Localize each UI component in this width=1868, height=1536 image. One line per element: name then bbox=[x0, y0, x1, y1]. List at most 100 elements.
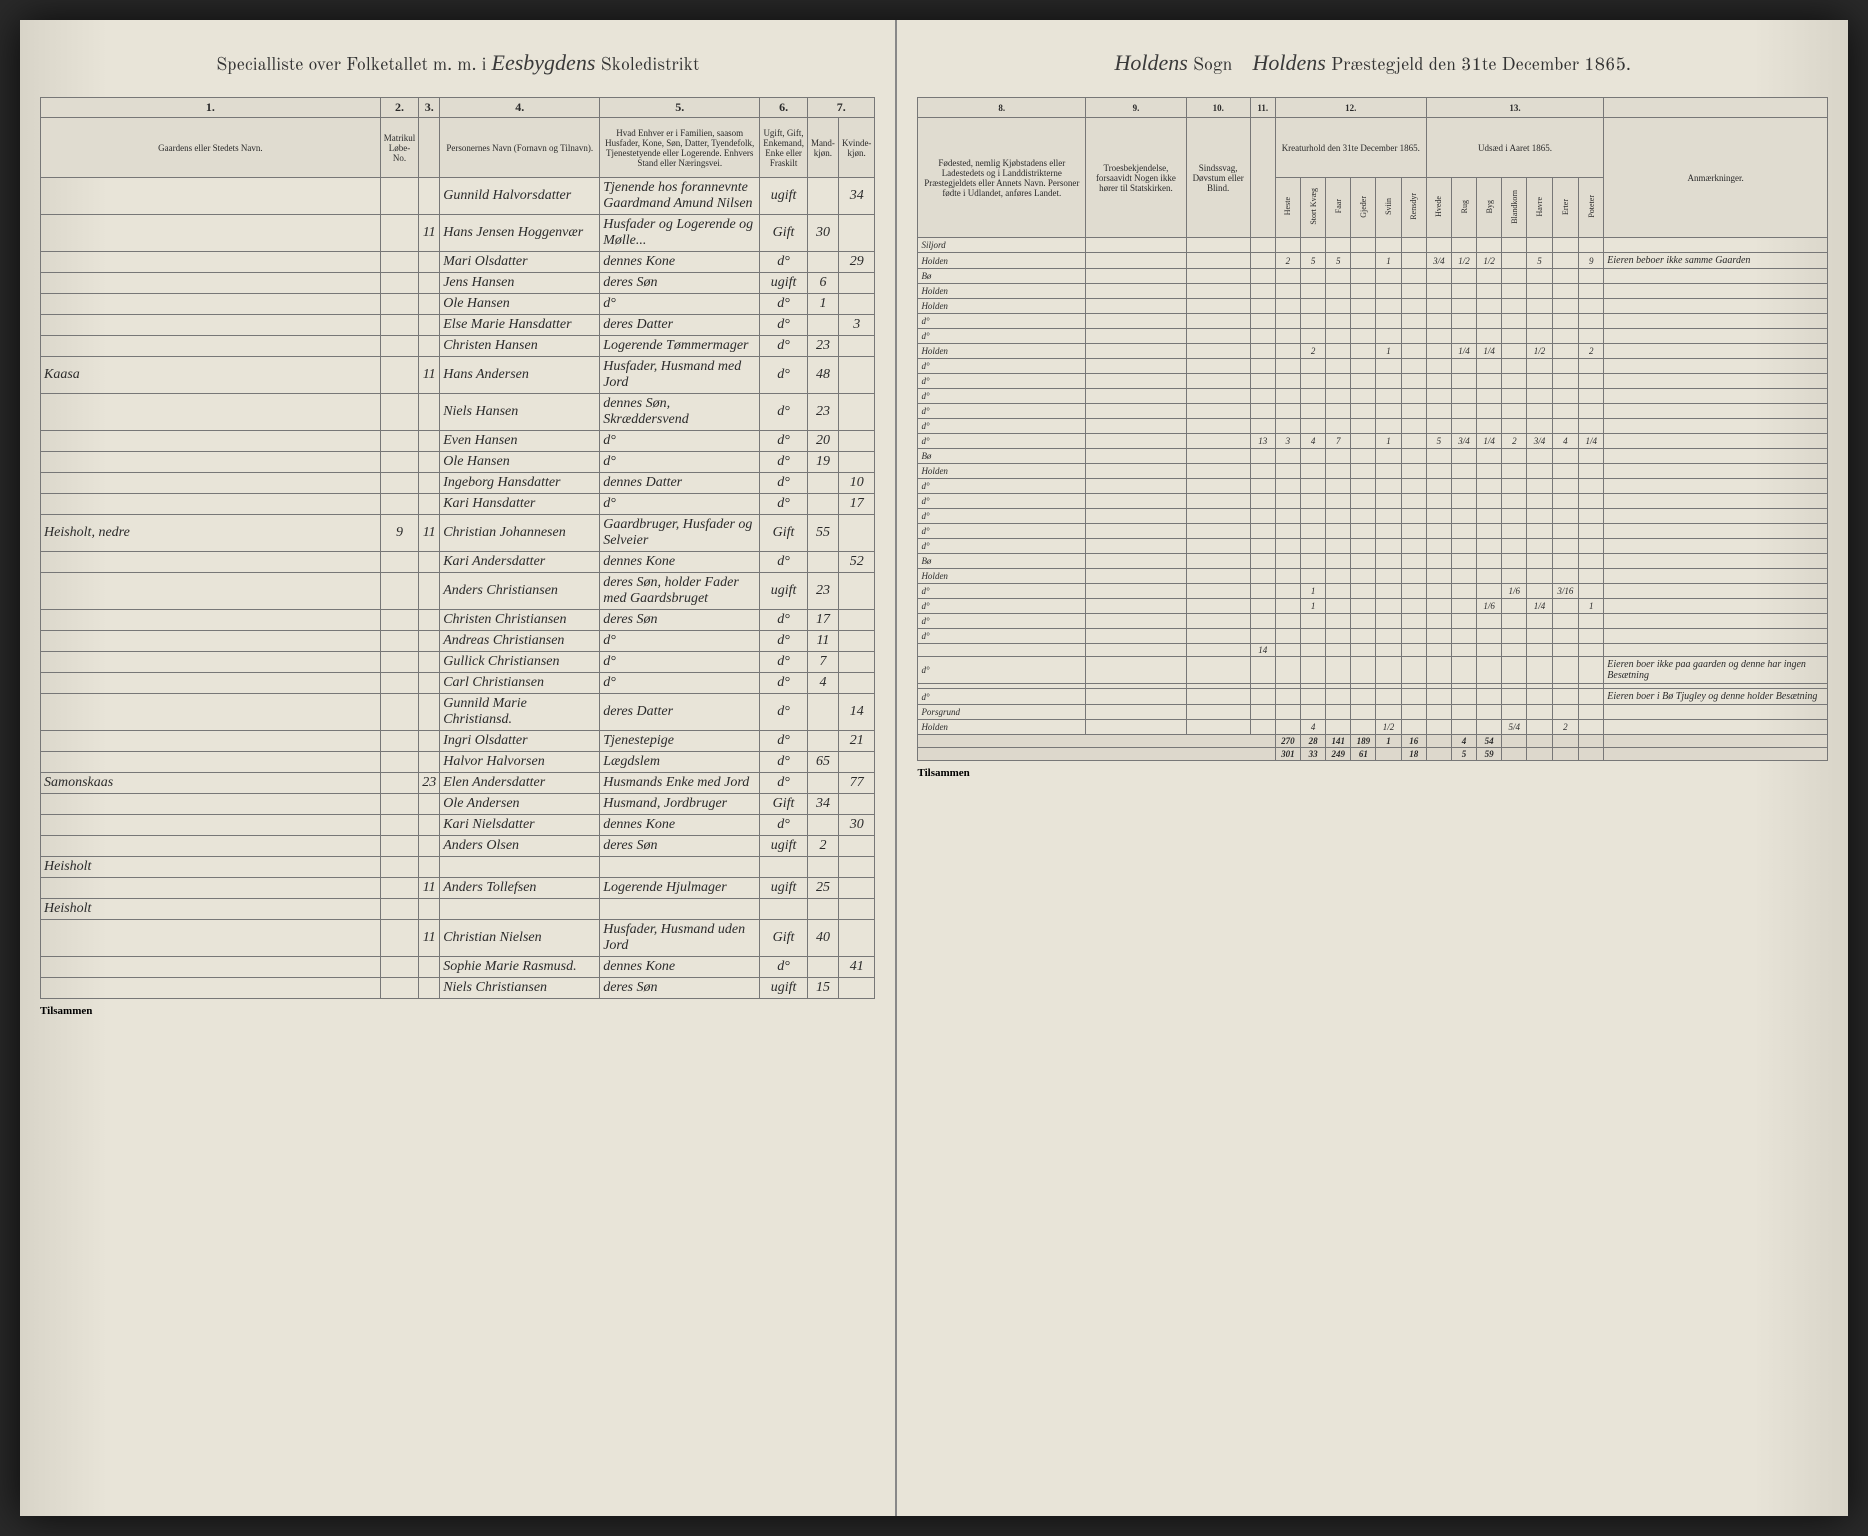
c13-cell bbox=[1451, 238, 1476, 253]
c13-cell bbox=[1502, 284, 1527, 299]
a-cell bbox=[419, 978, 440, 999]
name-cell: Christian Nielsen bbox=[440, 920, 600, 957]
age-m-cell: 34 bbox=[807, 794, 838, 815]
age-f-cell bbox=[838, 878, 875, 899]
table-row: Gunnild Marie Christiansd.deres Datterd°… bbox=[41, 694, 875, 731]
anm-cell: Eieren boer i Bø Tjugley og denne holder… bbox=[1604, 689, 1828, 705]
c12-cell bbox=[1351, 509, 1376, 524]
c12-cell bbox=[1300, 569, 1325, 584]
c13-cell bbox=[1552, 329, 1579, 344]
age-f-cell: 77 bbox=[838, 773, 875, 794]
c13-cell bbox=[1477, 269, 1502, 284]
tot-cell bbox=[1376, 748, 1401, 761]
c12-cell bbox=[1351, 344, 1376, 359]
table-row: Carl Christiansend°d°4 bbox=[41, 673, 875, 694]
c10-cell bbox=[1186, 629, 1250, 644]
table-row: Bø bbox=[918, 269, 1828, 284]
age-m-cell: 17 bbox=[807, 610, 838, 631]
a-cell bbox=[419, 252, 440, 273]
tot-anm bbox=[1604, 735, 1828, 748]
mno-cell bbox=[380, 452, 419, 473]
status-cell: ugift bbox=[760, 978, 808, 999]
tot-cell: 249 bbox=[1326, 748, 1351, 761]
table-row: Samonskaas23Elen AndersdatterHusmands En… bbox=[41, 773, 875, 794]
mno-cell bbox=[380, 731, 419, 752]
name-cell: Anders Tollefsen bbox=[440, 878, 600, 899]
c12-cell bbox=[1401, 284, 1426, 299]
name-cell: Niels Hansen bbox=[440, 394, 600, 431]
table-row: Gullick Christiansend°d°7 bbox=[41, 652, 875, 673]
c12-cell bbox=[1300, 494, 1325, 509]
c13-cell bbox=[1477, 449, 1502, 464]
c13-cell: 1/6 bbox=[1502, 584, 1527, 599]
c13-cell bbox=[1527, 494, 1552, 509]
status-cell: Gift bbox=[760, 515, 808, 552]
c13-cell bbox=[1451, 584, 1476, 599]
c11-cell bbox=[1250, 299, 1275, 314]
table-row: Ingri OlsdatterTjenestepiged°21 bbox=[41, 731, 875, 752]
tot-cell: 59 bbox=[1477, 748, 1502, 761]
farm-cell: Heisholt, nedre bbox=[41, 515, 381, 552]
birth-cell: Bø bbox=[918, 269, 1086, 284]
status-cell: d° bbox=[760, 494, 808, 515]
mno-cell bbox=[380, 357, 419, 394]
c13-cell bbox=[1552, 614, 1579, 629]
c13-cell bbox=[1426, 314, 1451, 329]
c11-cell bbox=[1250, 344, 1275, 359]
c9-cell bbox=[1086, 419, 1187, 434]
table-row: d° Eieren boer i Bø Tjugley og denne hold… bbox=[918, 689, 1828, 705]
tot-cell bbox=[1552, 748, 1579, 761]
r-col9-num: 9. bbox=[1086, 98, 1187, 118]
col1-head: Gaardens eller Stedets Navn. bbox=[41, 118, 381, 178]
farm-cell bbox=[41, 652, 381, 673]
name-cell: Ole Hansen bbox=[440, 452, 600, 473]
c13-cell bbox=[1527, 644, 1552, 657]
c12-cell bbox=[1351, 314, 1376, 329]
age-f-cell: 52 bbox=[838, 552, 875, 573]
r-col10-num: 10. bbox=[1186, 98, 1250, 118]
c12-cell bbox=[1326, 284, 1351, 299]
c11-cell bbox=[1250, 464, 1275, 479]
c9-cell bbox=[1086, 629, 1187, 644]
c9-cell bbox=[1086, 689, 1187, 705]
c10-cell bbox=[1186, 599, 1250, 614]
c12-cell bbox=[1275, 599, 1300, 614]
c12-cell bbox=[1351, 720, 1376, 735]
table-row: Holden bbox=[918, 569, 1828, 584]
age-m-cell: 23 bbox=[807, 394, 838, 431]
c12-cell bbox=[1401, 479, 1426, 494]
c12-cell bbox=[1275, 284, 1300, 299]
name-cell: Ingeborg Hansdatter bbox=[440, 473, 600, 494]
table-row: Christen Christiansenderes Sønd°17 bbox=[41, 610, 875, 631]
c9-cell bbox=[1086, 509, 1187, 524]
role-cell: Husmand, Jordbruger bbox=[600, 794, 760, 815]
c12-cell bbox=[1401, 374, 1426, 389]
name-cell: Kari Andersdatter bbox=[440, 552, 600, 573]
c13-cell bbox=[1426, 584, 1451, 599]
status-cell: ugift bbox=[760, 878, 808, 899]
r-col12-num: 12. bbox=[1275, 98, 1426, 118]
col5-num: 5. bbox=[600, 98, 760, 118]
age-m-cell bbox=[807, 815, 838, 836]
anm-cell bbox=[1604, 479, 1828, 494]
sub-col-head: Poteter bbox=[1579, 178, 1604, 238]
anm-cell bbox=[1604, 314, 1828, 329]
c9-cell bbox=[1086, 464, 1187, 479]
c12-cell bbox=[1376, 539, 1401, 554]
c12-cell bbox=[1300, 269, 1325, 284]
c13-cell bbox=[1451, 374, 1476, 389]
c13-cell bbox=[1426, 238, 1451, 253]
c12-cell bbox=[1401, 629, 1426, 644]
c13-cell bbox=[1579, 284, 1604, 299]
left-table: 1. 2. 3. 4. 5. 6. 7. Gaardens eller Sted… bbox=[40, 97, 875, 999]
c11-cell bbox=[1250, 524, 1275, 539]
status-cell: d° bbox=[760, 673, 808, 694]
sub-col-head: Gjeder bbox=[1351, 178, 1376, 238]
c13-cell bbox=[1451, 389, 1476, 404]
birth-cell: d° bbox=[918, 689, 1086, 705]
anm-cell bbox=[1604, 464, 1828, 479]
c13-cell bbox=[1579, 689, 1604, 705]
c13-cell bbox=[1502, 329, 1527, 344]
c13-cell bbox=[1451, 539, 1476, 554]
c10-cell bbox=[1186, 509, 1250, 524]
